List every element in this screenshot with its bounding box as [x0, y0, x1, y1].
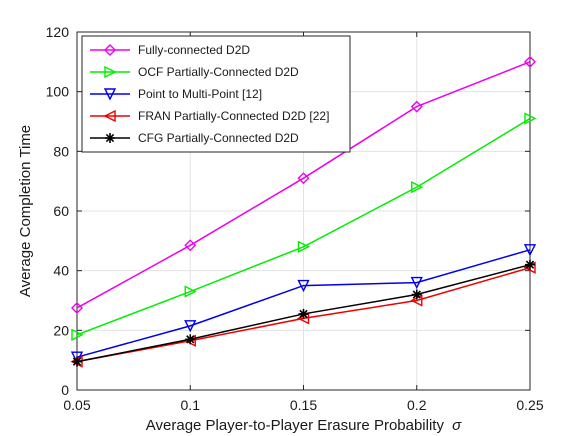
x-tick-label: 0.1: [181, 397, 201, 413]
data-point: [411, 181, 424, 194]
axes-frame: [76, 31, 531, 391]
y-tick-label: 60: [53, 203, 69, 219]
series-2: [71, 112, 537, 341]
x-tick-label: 0.2: [407, 397, 427, 413]
data-point: [524, 112, 537, 125]
x-tick-label: 0.15: [290, 397, 317, 413]
y-tick-label: 100: [46, 84, 70, 100]
data-point: [184, 320, 197, 333]
series-3: [70, 244, 537, 364]
x-tick-label: 0.25: [516, 397, 543, 413]
legend-item-3: Point to Multi-Point [12]: [90, 87, 262, 101]
legend: Fully-connected D2D OCF Partially-Connect…: [81, 35, 351, 153]
legend-item-2: OCF Partially-Connected D2D: [90, 65, 299, 79]
data-point: [184, 239, 197, 252]
legend-marker: [104, 44, 116, 56]
axes: 0.05 0.1 0.15 0.2 0.25 0 20 40 60 80 100 120: [46, 24, 544, 413]
data-point: [297, 172, 310, 185]
data-point: [411, 289, 422, 300]
data-point: [71, 301, 83, 314]
legend-marker: [104, 65, 117, 79]
data-point: [297, 279, 310, 293]
data-point: [410, 100, 423, 113]
data-point: [184, 285, 197, 298]
data-point: [298, 308, 309, 319]
series-1: [71, 55, 536, 314]
legend-label: CFG Partially-Connected D2D: [138, 131, 299, 145]
legend-item-4: FRAN Partially-Connected D2D [22]: [90, 109, 329, 123]
data-point: [523, 244, 537, 257]
legend-marker: [103, 88, 117, 101]
series-line: [76, 61, 531, 309]
legend-marker: [103, 109, 116, 123]
legend-item-5: CFG Partially-Connected D2D: [90, 131, 299, 145]
x-axis-label: Average Player-to-Player Erasure Probabi…: [146, 417, 462, 434]
data-point: [410, 276, 423, 290]
x-tick-label: 0.05: [63, 397, 90, 413]
x-axis-label-text: Average Player-to-Player Erasure Probabi…: [146, 417, 445, 434]
series-line: [76, 117, 531, 336]
x-axis-label-symbol: σ: [452, 417, 462, 434]
data-point: [525, 259, 535, 270]
legend-item-1: Fully-connected D2D: [90, 43, 250, 57]
legend-label: Fully-connected D2D: [138, 43, 250, 57]
legend-label: Point to Multi-Point [12]: [138, 87, 262, 101]
data-point: [71, 328, 84, 341]
y-axis-label: Average Completion Time: [17, 125, 34, 297]
data-point: [185, 334, 196, 345]
y-tick-label: 40: [53, 263, 69, 279]
legend-marker: [105, 133, 115, 143]
data-point: [297, 240, 311, 253]
data-point: [524, 55, 536, 68]
legend-label: OCF Partially-Connected D2D: [138, 65, 299, 79]
series-line: [76, 249, 531, 358]
legend-label: FRAN Partially-Connected D2D [22]: [138, 109, 329, 123]
y-tick-label: 0: [61, 382, 69, 398]
series-group: [70, 55, 537, 368]
series-5: [72, 259, 535, 367]
y-tick-label: 20: [53, 322, 69, 338]
y-tick-label: 120: [46, 24, 70, 40]
y-tick-label: 80: [53, 143, 69, 159]
data-point: [72, 356, 82, 367]
